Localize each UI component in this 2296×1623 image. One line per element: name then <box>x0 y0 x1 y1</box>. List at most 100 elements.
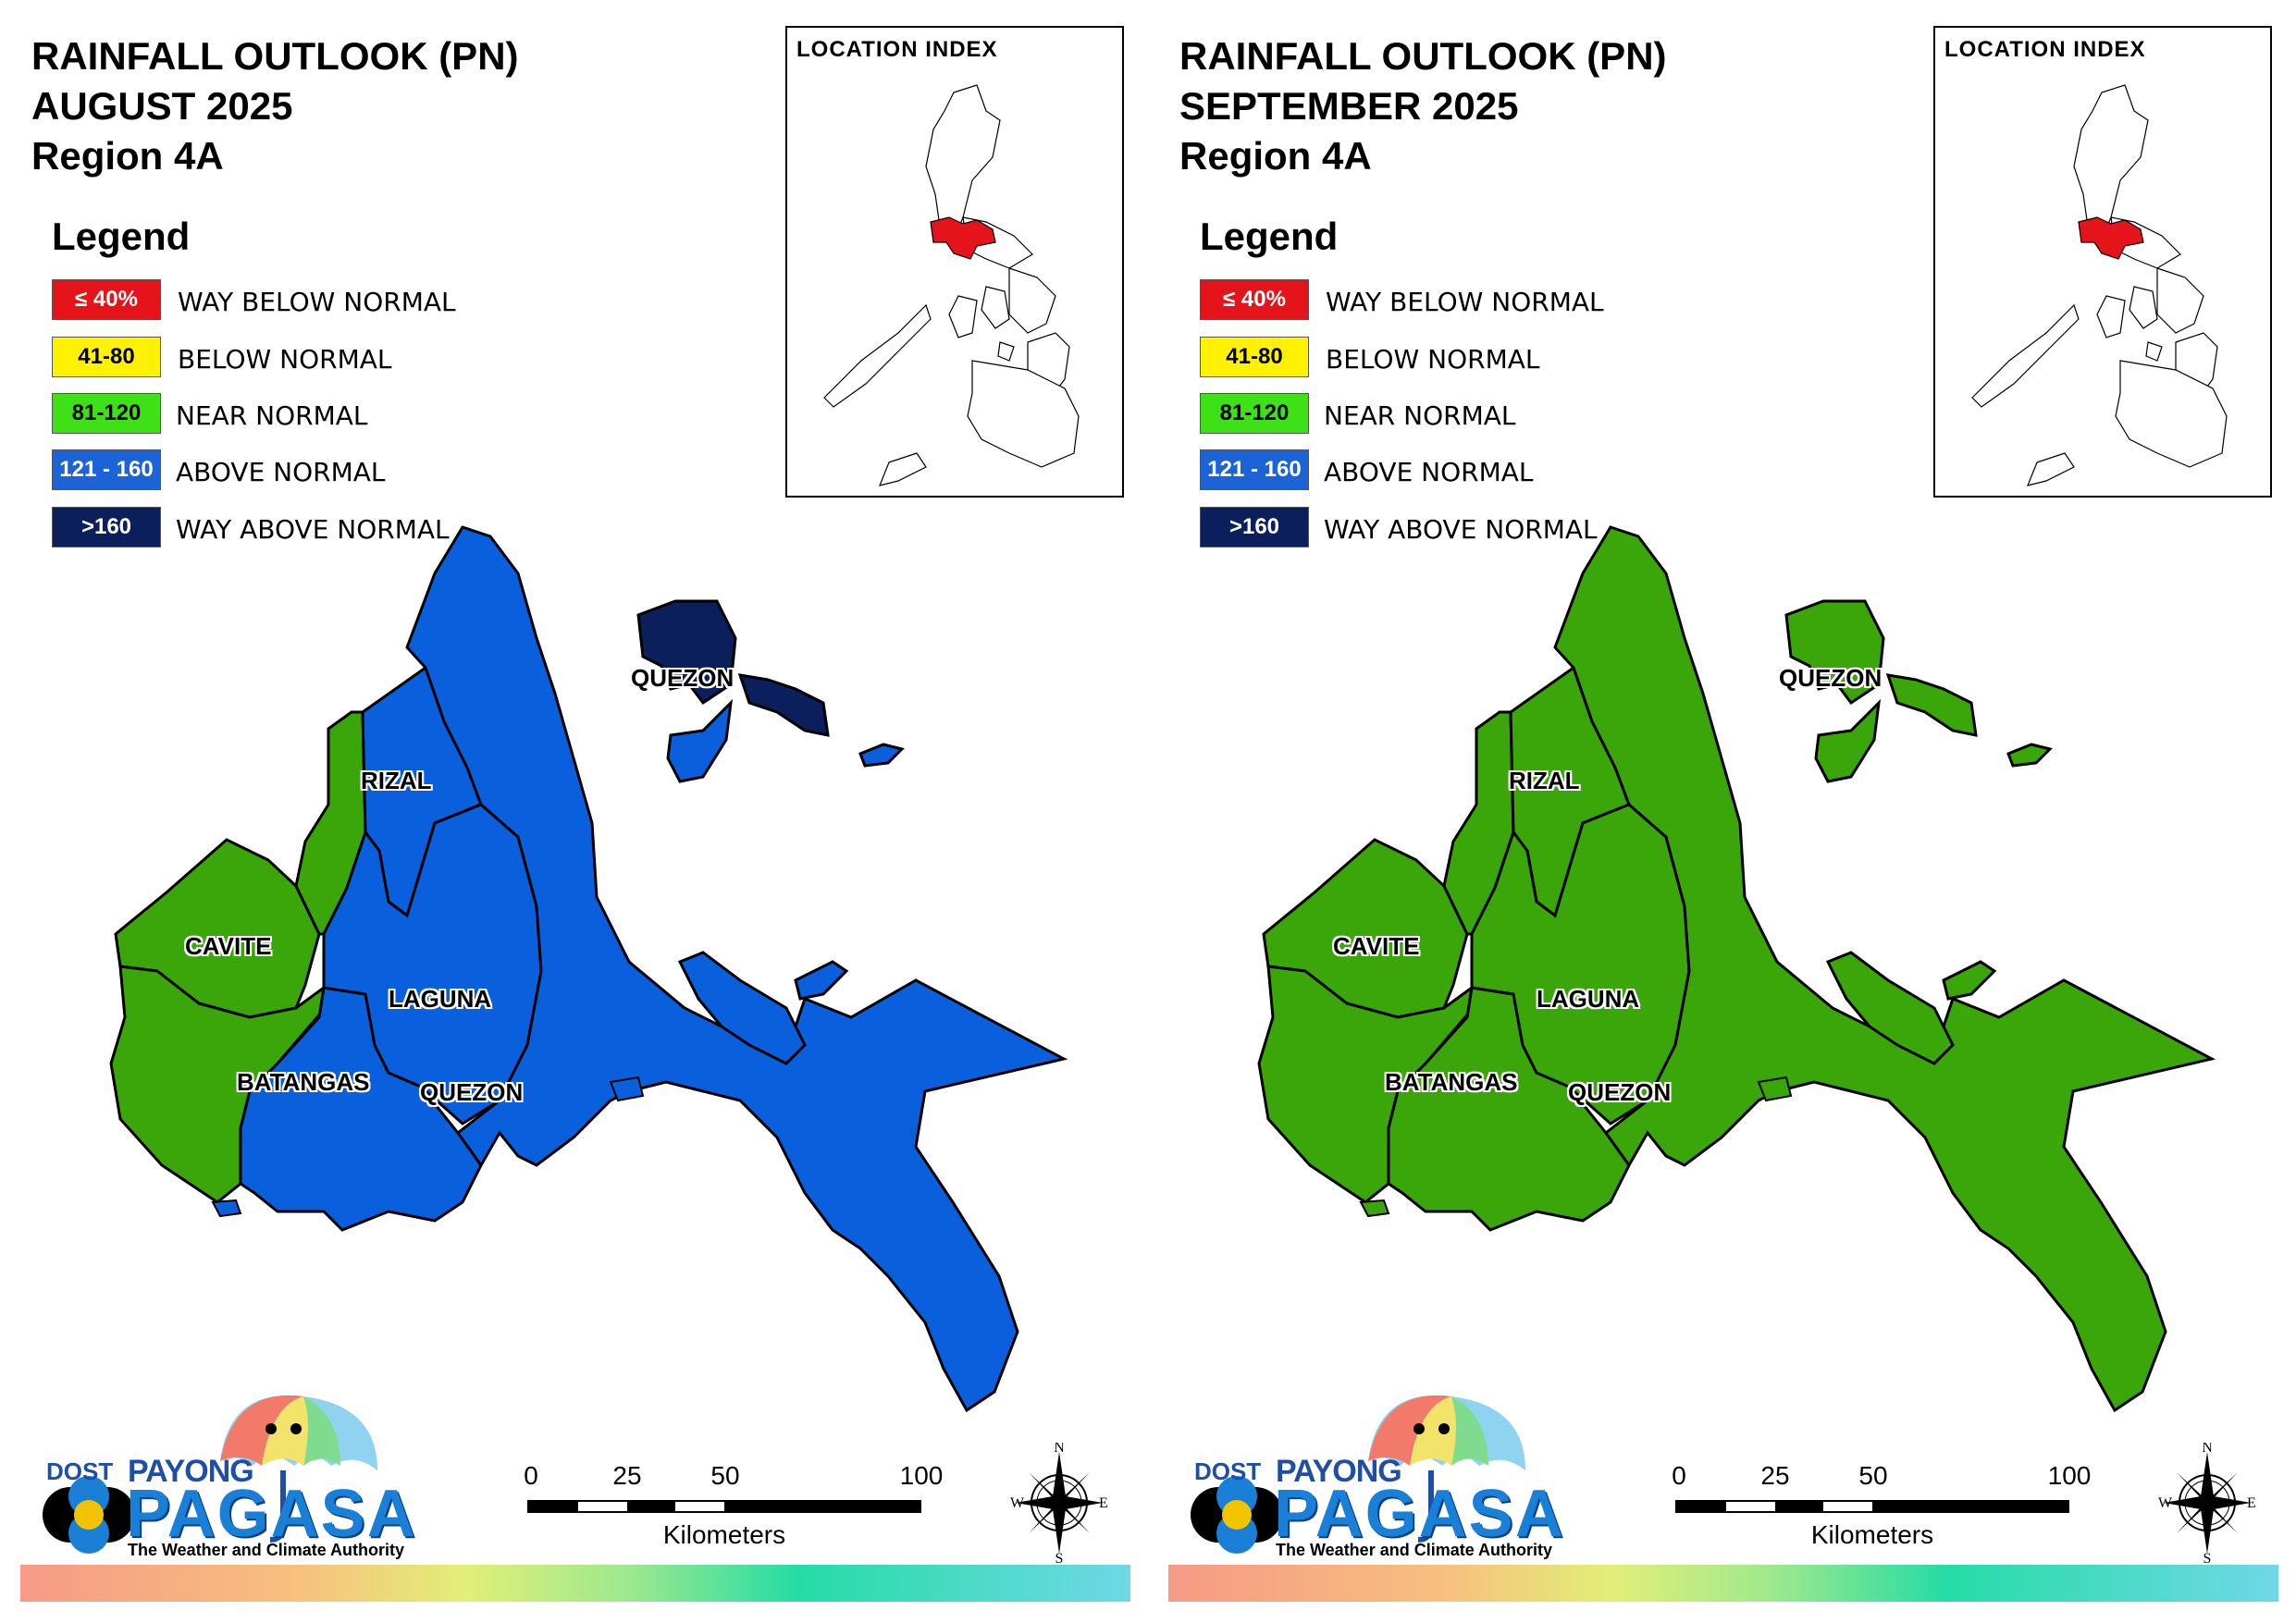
compass-e: E <box>1099 1495 1108 1511</box>
alabat-island <box>794 960 849 1001</box>
label-quezon-south: QUEZON <box>1568 1078 1672 1106</box>
quezon-province <box>405 525 1068 1413</box>
compass-n: N <box>1054 1443 1065 1456</box>
jomalig-island <box>858 743 905 768</box>
label-rizal: RIZAL <box>361 767 432 794</box>
legend-label: NEAR NORMAL <box>1324 400 1516 431</box>
label-batangas: BATANGAS <box>237 1068 370 1096</box>
outlook-panel-september: RAINFALL OUTLOOK (PN) SEPTEMBER 2025 Reg… <box>1148 0 2296 1623</box>
region-4a-highlight <box>2078 216 2144 260</box>
label-laguna: LAGUNA <box>1537 985 1640 1013</box>
pagasa-logo: DOST PAYONG PAGASA The Weather and Clima… <box>35 1387 415 1572</box>
compass-rose-icon: N S W E <box>1008 1440 1110 1568</box>
logo-pagasa: PAGASA <box>1274 1477 1565 1551</box>
map-title: RAINFALL OUTLOOK (PN) SEPTEMBER 2025 Reg… <box>1179 31 1667 181</box>
legend-swatch: ≤ 40% <box>52 279 161 320</box>
umbrella-icon <box>43 1395 377 1554</box>
footer-gradient-bar <box>1168 1565 2278 1602</box>
legend-label: BELOW NORMAL <box>178 344 392 375</box>
polillo-east-islets <box>1885 673 1978 737</box>
batangas-islet <box>211 1199 242 1218</box>
quezon-province <box>1553 525 2216 1413</box>
umbrella-icon <box>1191 1395 1525 1554</box>
legend-label: WAY BELOW NORMAL <box>1326 287 1604 317</box>
label-laguna: LAGUNA <box>389 985 492 1013</box>
logo-payong: PAYONG <box>1276 1454 1402 1489</box>
polillo-south <box>1814 698 1882 783</box>
philippines-outline-icon <box>1971 84 2228 486</box>
legend-swatch: 41-80 <box>52 337 161 377</box>
bondoc-peninsula <box>1825 951 1955 1065</box>
compass-s: S <box>1055 1551 1064 1563</box>
legend-swatch: >160 <box>1200 507 1309 547</box>
label-batangas: BATANGAS <box>1385 1068 1518 1096</box>
legend-heading: Legend <box>52 215 191 258</box>
label-quezon-south: QUEZON <box>420 1078 524 1106</box>
polillo-east-islets <box>737 673 830 737</box>
location-index-title: LOCATION INDEX <box>1944 37 2146 62</box>
legend-label: BELOW NORMAL <box>1326 344 1540 375</box>
legend-label: ABOVE NORMAL <box>1324 457 1534 487</box>
legend-label: WAY ABOVE NORMAL <box>176 514 450 545</box>
dost-emblem-icon <box>43 1476 135 1554</box>
scale-tick: 100 <box>2047 1461 2092 1490</box>
title-line-2: SEPTEMBER 2025 <box>1179 84 1519 128</box>
compass-w: W <box>2158 1495 2173 1511</box>
logo-tagline: The Weather and Climate Authority <box>128 1541 405 1559</box>
logo-tagline: The Weather and Climate Authority <box>1276 1541 1553 1559</box>
scale-bar: 0 25 50 100 Kilometers <box>1672 1461 2091 1549</box>
philippines-outline-icon <box>823 84 1080 486</box>
quezon-islet <box>609 1076 645 1102</box>
label-cavite: CAVITE <box>185 932 272 960</box>
batangas-islet <box>1359 1199 1390 1218</box>
scale-unit: Kilometers <box>1810 1520 1934 1549</box>
scale-tick: 0 <box>524 1461 538 1490</box>
legend-label: WAY BELOW NORMAL <box>178 287 456 317</box>
label-rizal: RIZAL <box>1509 767 1580 794</box>
location-index-inset: LOCATION INDEX <box>785 26 1124 498</box>
dost-emblem-icon <box>1191 1476 1283 1554</box>
jomalig-island <box>2006 743 2053 768</box>
legend-swatch: 121 - 160 <box>1200 449 1309 490</box>
scale-unit: Kilometers <box>662 1520 786 1549</box>
region-4a-map <box>109 525 1068 1413</box>
scale-tick: 50 <box>1858 1461 1888 1490</box>
title-line-1: RAINFALL OUTLOOK (PN) <box>31 34 519 78</box>
legend-label: WAY ABOVE NORMAL <box>1324 514 1598 545</box>
location-index-inset: LOCATION INDEX <box>1933 26 2272 498</box>
scale-bar: 0 25 50 100 Kilometers <box>524 1461 943 1549</box>
logo-pagasa: PAGASA <box>126 1477 417 1551</box>
legend-heading: Legend <box>1200 215 1339 258</box>
logo-dost: DOST <box>1194 1457 1262 1485</box>
logo-dost: DOST <box>46 1457 114 1485</box>
legend-swatch: 121 - 160 <box>52 449 161 490</box>
legend-swatch: >160 <box>52 507 161 547</box>
logo-payong: PAYONG <box>128 1454 254 1489</box>
legend-swatch: 81-120 <box>1200 393 1309 434</box>
scale-bar-graphic <box>1675 1500 2069 1513</box>
pagasa-logo: DOST PAYONG PAGASA The Weather and Clima… <box>1183 1387 1563 1572</box>
scale-tick: 25 <box>612 1461 642 1490</box>
legend-swatch: 81-120 <box>52 393 161 434</box>
label-cavite: CAVITE <box>1333 932 1420 960</box>
scale-bar-graphic <box>527 1500 921 1513</box>
title-line-1: RAINFALL OUTLOOK (PN) <box>1179 34 1667 78</box>
label-quezon-north: QUEZON <box>631 664 734 692</box>
title-line-3: Region 4A <box>1179 134 1372 178</box>
legend-swatch: 41-80 <box>1200 337 1309 377</box>
location-index-title: LOCATION INDEX <box>796 37 998 62</box>
compass-n: N <box>2202 1443 2213 1456</box>
scale-tick: 50 <box>710 1461 740 1490</box>
polillo-island <box>1784 599 1885 706</box>
alabat-island <box>1942 960 1997 1001</box>
outlook-panel-august: RAINFALL OUTLOOK (PN) AUGUST 2025 Region… <box>20 26 1130 1602</box>
legend-label: NEAR NORMAL <box>176 400 368 431</box>
quezon-islet <box>1757 1076 1793 1102</box>
scale-tick: 0 <box>1672 1461 1686 1490</box>
title-line-3: Region 4A <box>31 134 224 178</box>
polillo-island <box>636 599 737 706</box>
compass-rose-icon: N S W E <box>2156 1440 2258 1568</box>
legend-swatch: ≤ 40% <box>1200 279 1309 320</box>
scale-tick: 100 <box>899 1461 944 1490</box>
region-4a-highlight <box>930 216 996 260</box>
